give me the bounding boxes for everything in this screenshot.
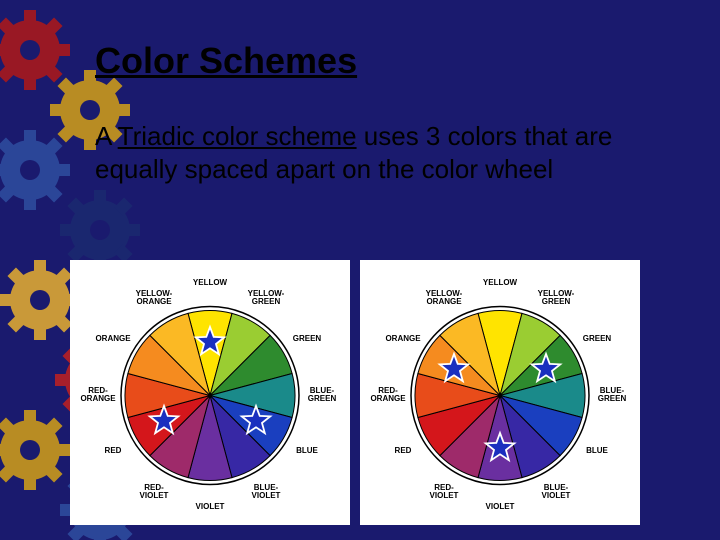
segment-label: RED-ORANGE — [73, 387, 123, 403]
segment-label: BLUE — [282, 447, 332, 455]
triad-star-icon — [192, 324, 228, 360]
triad-star-icon — [436, 351, 472, 387]
triad-star-icon — [528, 351, 564, 387]
slide-title: Color Schemes — [95, 40, 357, 82]
segment-label: BLUE-VIOLET — [241, 484, 291, 500]
segment-label: BLUE-GREEN — [297, 387, 347, 403]
color-wheel-right: YELLOW YELLOW-GREEN GREEN BLUE-GREEN BLUE BLU… — [360, 260, 640, 525]
segment-label: RED — [378, 447, 428, 455]
segment-label: VIOLET — [475, 503, 525, 511]
segment-label: BLUE-GREEN — [587, 387, 637, 403]
triad-star-icon — [482, 430, 518, 466]
segment-label: YELLOW — [185, 279, 235, 287]
segment-label: RED-ORANGE — [363, 387, 413, 403]
segment-label: RED-VIOLET — [129, 484, 179, 500]
body-underlined: Triadic color scheme — [118, 121, 357, 151]
segment-label: YELLOW-GREEN — [531, 290, 581, 306]
segment-label: ORANGE — [378, 335, 428, 343]
triad-star-icon — [238, 403, 274, 439]
body-prefix: A — [95, 121, 118, 151]
segment-label: YELLOW-ORANGE — [129, 290, 179, 306]
segment-label: YELLOW — [475, 279, 525, 287]
segment-label: GREEN — [282, 335, 332, 343]
segment-label: YELLOW-ORANGE — [419, 290, 469, 306]
segment-label: GREEN — [572, 335, 622, 343]
segment-label: RED — [88, 447, 138, 455]
triad-star-icon — [146, 403, 182, 439]
segment-label: ORANGE — [88, 335, 138, 343]
segment-label: BLUE — [572, 447, 622, 455]
segment-label: RED-VIOLET — [419, 484, 469, 500]
segment-label: YELLOW-GREEN — [241, 290, 291, 306]
segment-label: BLUE-VIOLET — [531, 484, 581, 500]
segment-label: VIOLET — [185, 503, 235, 511]
slide-body: A Triadic color scheme uses 3 colors tha… — [95, 120, 655, 185]
color-wheel-left: YELLOW YELLOW-GREEN GREEN BLUE-GREEN BLUE BLU… — [70, 260, 350, 525]
